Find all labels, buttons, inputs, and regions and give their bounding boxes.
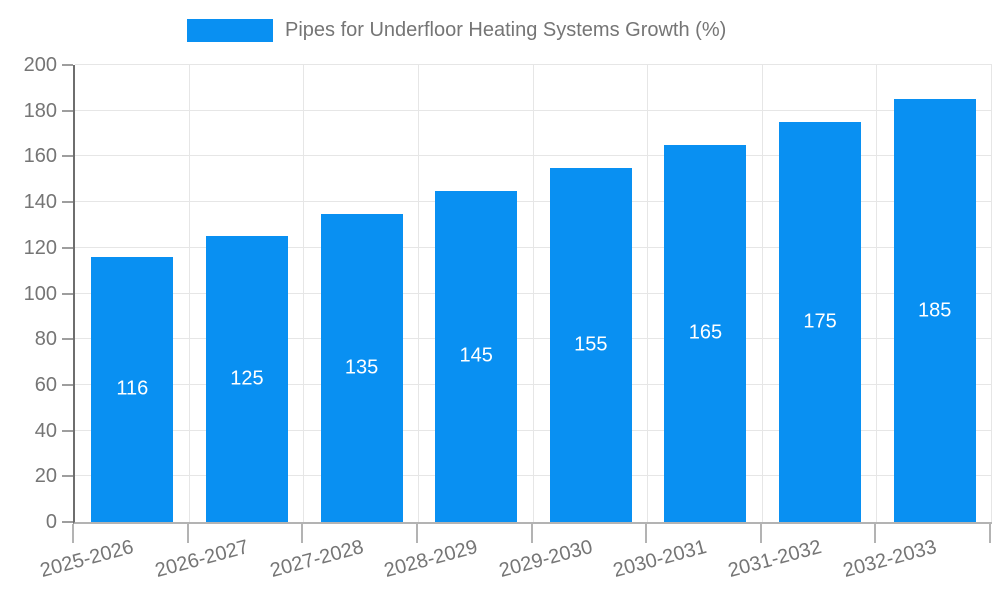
y-axis-tick-mark: [62, 109, 73, 112]
x-axis-tick-mark: [989, 524, 991, 543]
gridline-horizontal: [75, 383, 992, 385]
bar-value-label: 145: [459, 344, 493, 367]
legend: Pipes for Underfloor Heating Systems Gro…: [187, 19, 726, 42]
y-axis-tick-label: 180: [23, 99, 57, 122]
y-axis-tick-mark: [62, 201, 73, 204]
gridline-vertical: [188, 65, 190, 522]
x-axis-tick-mark: [759, 524, 762, 543]
gridline-horizontal: [75, 429, 992, 431]
y-axis-tick-label: 80: [34, 328, 57, 351]
gridline-horizontal: [75, 201, 992, 203]
legend-label: Pipes for Underfloor Heating Systems Gro…: [285, 19, 727, 41]
x-axis-tick-mark: [72, 524, 74, 543]
y-axis-tick-mark: [62, 429, 73, 432]
x-axis-tick-mark: [301, 524, 304, 543]
bar-value-label: 155: [574, 333, 608, 356]
bar: 125: [205, 236, 288, 522]
plot-area: 116 125 135 145 155 165 175 185: [73, 64, 992, 524]
y-axis-tick-label: 0: [45, 511, 57, 533]
gridline-horizontal: [75, 338, 992, 340]
y-axis-tick-label: 160: [23, 145, 57, 168]
bar-value-label: 116: [116, 377, 149, 400]
y-axis-tick-label: 140: [23, 191, 57, 214]
bar: 135: [320, 213, 403, 522]
y-axis-tick-mark: [62, 292, 73, 295]
y-axis-tick-mark: [62, 475, 73, 478]
gridline-horizontal: [75, 475, 992, 477]
gridline-vertical: [991, 65, 992, 522]
bar: 175: [779, 122, 862, 522]
gridline-vertical: [876, 65, 878, 522]
bar: 116: [91, 256, 174, 522]
x-axis-tick-mark: [874, 524, 877, 543]
bar-value-label: 175: [803, 310, 837, 333]
bar: 155: [549, 167, 632, 522]
y-axis-tick-mark: [62, 383, 73, 386]
gridline-horizontal: [75, 109, 992, 111]
bar-value-label: 165: [688, 321, 723, 344]
gridline-horizontal: [75, 292, 992, 294]
gridline-vertical: [303, 65, 305, 522]
y-axis-tick-label: 200: [23, 54, 57, 76]
x-axis-tick-mark: [415, 524, 418, 543]
bar-value-label: 125: [230, 367, 264, 390]
gridline-horizontal: [75, 64, 992, 65]
legend-swatch: [187, 19, 273, 42]
gridline-vertical: [417, 65, 419, 522]
y-axis-tick-label: 100: [23, 282, 57, 305]
x-axis-tick-mark: [645, 524, 648, 543]
gridline-horizontal: [75, 155, 992, 157]
y-axis-tick-mark: [62, 338, 73, 341]
gridline-vertical: [647, 65, 649, 522]
bar: 165: [664, 144, 747, 522]
y-axis-tick-mark: [62, 246, 73, 249]
y-axis-tick-mark: [62, 64, 73, 66]
bar-value-label: 185: [918, 299, 952, 322]
bar: 145: [435, 190, 518, 522]
y-axis-tick-mark: [62, 155, 73, 158]
bar-value-label: 135: [344, 356, 379, 379]
y-axis-tick-mark: [62, 521, 73, 523]
y-axis-tick-label: 20: [34, 465, 57, 488]
y-axis-tick-label: 60: [34, 373, 57, 396]
y-axis-tick-label: 40: [34, 419, 57, 442]
gridline-vertical: [761, 65, 763, 522]
bar: 185: [893, 99, 976, 522]
gridline-horizontal: [75, 246, 992, 248]
gridline-vertical: [532, 65, 534, 522]
y-axis-tick-label: 120: [23, 236, 57, 259]
x-axis-tick-mark: [186, 524, 189, 543]
x-axis-tick-mark: [530, 524, 533, 543]
